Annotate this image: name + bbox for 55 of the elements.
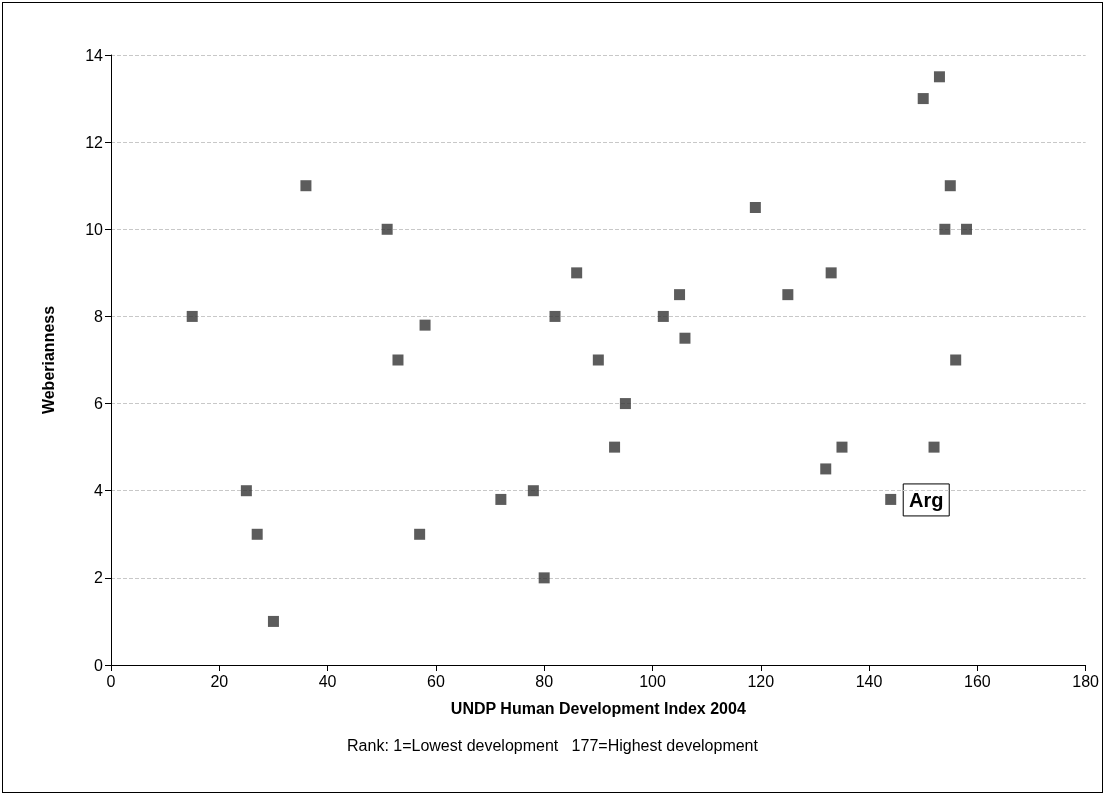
annotation: Arg (909, 488, 944, 511)
point (749, 202, 761, 213)
point (571, 267, 583, 279)
y-axis-title: Weberianness (39, 305, 57, 415)
point (549, 310, 561, 322)
point (251, 528, 263, 540)
y-tick-label: 4 (94, 482, 104, 500)
point (267, 615, 279, 627)
x-tick-label: 100 (639, 672, 666, 690)
point (495, 493, 507, 505)
y-tick-label: 2 (94, 569, 104, 587)
x-tick-label: 0 (106, 672, 116, 690)
point (679, 332, 691, 344)
y-tick-label: 10 (85, 220, 104, 238)
x-tick-label: 160 (964, 672, 991, 690)
point (782, 289, 794, 301)
point (939, 223, 951, 235)
point (944, 180, 956, 192)
y-tick-label: 8 (94, 307, 104, 325)
text: Rank: 1=Lowest development 177=Highest development (347, 736, 759, 754)
x-tick-label: 20 (210, 672, 229, 690)
y-tick-label: 14 (85, 46, 104, 64)
point (961, 223, 973, 235)
point (917, 93, 929, 105)
point (674, 289, 686, 301)
y-tick-label: 6 (94, 395, 104, 413)
point (419, 319, 431, 331)
x-tick-label: 60 (426, 672, 445, 690)
point (538, 572, 550, 584)
point (414, 528, 426, 540)
point (933, 71, 945, 83)
x-tick-label: 180 (1072, 672, 1100, 690)
y-tick-label: 0 (94, 656, 104, 674)
point (609, 441, 621, 453)
point (820, 463, 832, 475)
x-tick-label: 40 (318, 672, 337, 690)
point (392, 354, 404, 366)
x-tick-label: 80 (535, 672, 554, 690)
point (527, 485, 539, 497)
y-tick-label: 12 (85, 133, 104, 151)
x-tick-label: 140 (855, 672, 883, 690)
point (240, 485, 252, 497)
point (836, 441, 848, 453)
point (657, 310, 669, 322)
point (300, 180, 312, 192)
point (619, 398, 631, 410)
point (592, 354, 604, 366)
x-axis-title: UNDP Human Development Index 2004 (450, 699, 746, 717)
point (928, 441, 940, 453)
x-tick-label: 120 (747, 672, 775, 690)
point (950, 354, 962, 366)
point (885, 493, 897, 505)
point (186, 310, 198, 322)
point (825, 267, 837, 279)
point (381, 223, 393, 235)
